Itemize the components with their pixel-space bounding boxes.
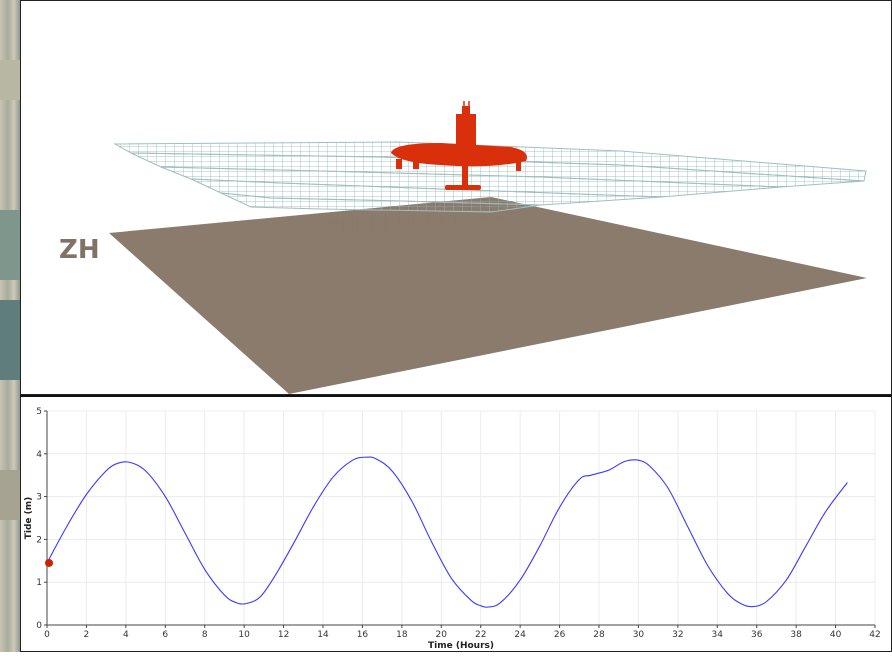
chart-grid xyxy=(46,410,876,626)
x-tick-label: 16 xyxy=(357,630,369,640)
x-tick-label: 40 xyxy=(830,630,842,640)
x-tick-label: 24 xyxy=(514,630,526,640)
left-image-strip xyxy=(0,0,20,652)
y-tick-label: 3 xyxy=(36,493,42,503)
y-axis-label: Tide (m) xyxy=(24,497,34,540)
x-tick-label: 28 xyxy=(593,630,605,640)
x-tick-label: 20 xyxy=(436,630,448,640)
x-tick-label: 0 xyxy=(44,630,50,640)
zh-label: ZH xyxy=(59,235,100,265)
sail-drone xyxy=(391,101,527,190)
chart-axes xyxy=(46,411,875,626)
x-tick-label: 32 xyxy=(672,630,683,640)
seabed-plane xyxy=(109,197,867,394)
x-tick-label: 26 xyxy=(554,630,566,640)
3d-scene-view[interactable]: ZH xyxy=(20,0,892,395)
x-tick-label: 42 xyxy=(869,630,880,640)
x-tick-label: 34 xyxy=(712,630,724,640)
x-tick-label: 4 xyxy=(123,630,129,640)
scene-canvas xyxy=(109,101,867,394)
x-tick-label: 30 xyxy=(633,630,645,640)
y-tick-label: 0 xyxy=(36,621,42,631)
x-axis-label: Time (Hours) xyxy=(428,641,494,651)
x-tick-labels: 0 2 4 6 8 10 12 14 16 18 20 22 24 26 28 30 32 34 36 38 40 42 xyxy=(44,625,881,640)
y-tick-label: 5 xyxy=(36,407,42,417)
x-tick-label: 12 xyxy=(278,630,289,640)
x-tick-label: 18 xyxy=(396,630,408,640)
x-tick-label: 2 xyxy=(84,630,90,640)
y-tick-label: 1 xyxy=(36,578,42,588)
tide-series-line xyxy=(46,456,848,608)
x-tick-label: 36 xyxy=(751,630,763,640)
x-tick-label: 8 xyxy=(202,630,208,640)
x-tick-label: 6 xyxy=(162,630,168,640)
y-tick-labels: 0 1 2 3 4 5 xyxy=(36,407,47,631)
x-tick-label: 14 xyxy=(317,630,329,640)
y-tick-label: 2 xyxy=(36,535,42,545)
x-tick-label: 38 xyxy=(790,630,802,640)
x-tick-label: 22 xyxy=(475,630,486,640)
x-tick-label: 10 xyxy=(238,630,250,640)
tide-chart: 0 2 4 6 8 10 12 14 16 18 20 22 24 26 28 30 32 34 36 38 40 42 … xyxy=(24,407,881,651)
wave-mesh xyxy=(113,141,867,213)
y-tick-label: 4 xyxy=(36,450,42,460)
tide-chart-panel[interactable]: 0 2 4 6 8 10 12 14 16 18 20 22 24 26 28 30 32 34 36 38 40 42 … xyxy=(20,395,892,652)
current-time-marker[interactable] xyxy=(45,558,53,567)
